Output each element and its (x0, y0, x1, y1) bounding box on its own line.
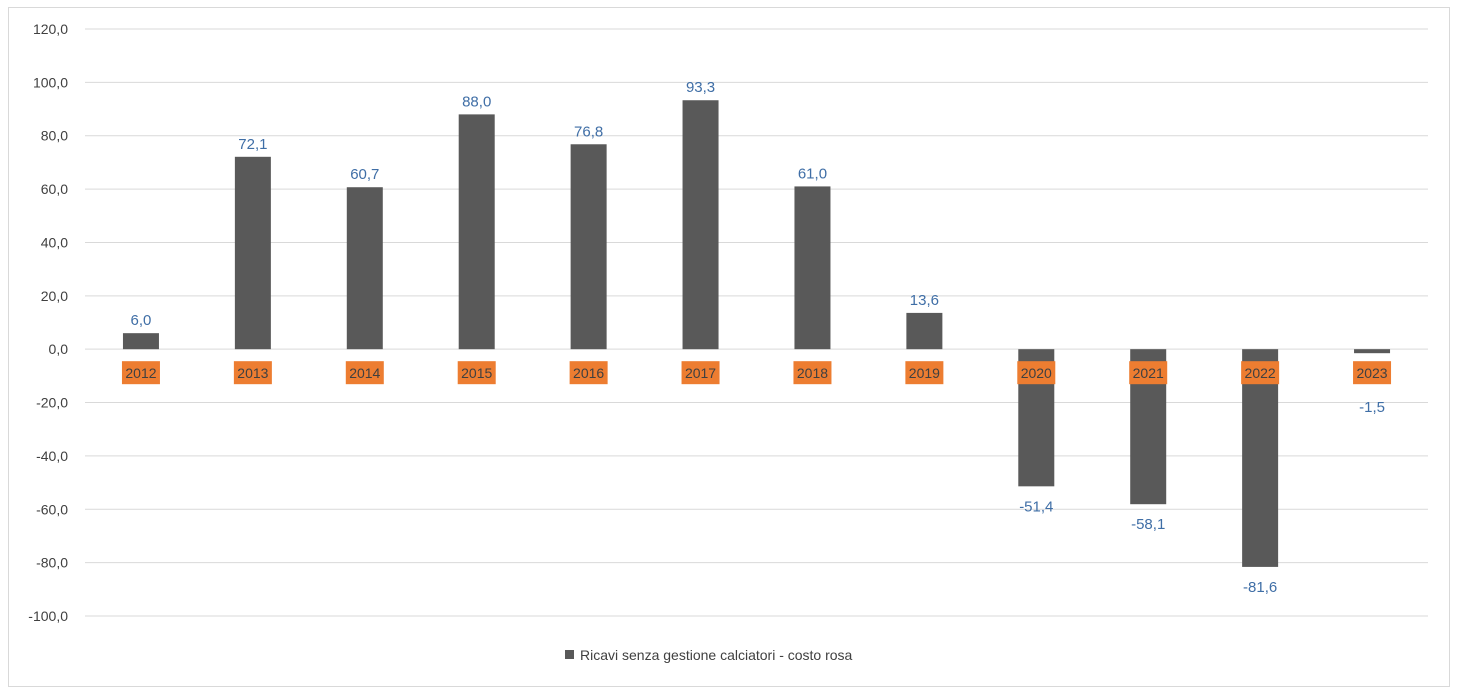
category-label-bg (1353, 361, 1392, 385)
y-tick-label: -60,0 (36, 501, 68, 517)
y-tick-label: -100,0 (28, 608, 68, 624)
category-label-bg (905, 361, 944, 385)
category-label: 2016 (573, 365, 604, 381)
y-tick-label: 120,0 (33, 21, 68, 37)
data-label: -81,6 (1243, 579, 1277, 596)
category-label: 2021 (1133, 365, 1164, 381)
category-label: 2020 (1021, 365, 1052, 381)
category-label: 2019 (909, 365, 940, 381)
category-label-bg (457, 361, 496, 385)
y-tick-label: 0,0 (49, 341, 69, 357)
data-label: 93,3 (686, 79, 715, 96)
data-label: -51,4 (1019, 498, 1053, 515)
category-label: 2015 (461, 365, 492, 381)
y-tick-label: 100,0 (33, 74, 68, 90)
data-label: 88,0 (462, 93, 491, 110)
category-label-bg (345, 361, 384, 385)
bar (234, 156, 271, 350)
bar (794, 186, 831, 350)
category-label: 2023 (1356, 365, 1387, 381)
bar (1354, 349, 1391, 354)
y-axis-ticks: 120,0 100,0 80,0 60,0 40,0 20,0 0,0 -20,0 -40,0 -… (28, 21, 68, 624)
category-label: 2017 (685, 365, 716, 381)
category-label-bg (233, 361, 272, 385)
bar (906, 312, 943, 350)
data-label: -1,5 (1359, 399, 1385, 416)
y-tick-label: 80,0 (41, 128, 68, 144)
y-tick-label: 40,0 (41, 234, 68, 250)
bar (682, 100, 719, 350)
category-label: 2014 (349, 365, 380, 381)
data-label: 13,6 (910, 292, 939, 309)
y-tick-label: 20,0 (41, 288, 68, 304)
bar (1242, 349, 1279, 567)
bar (570, 144, 607, 350)
category-label-bg (681, 361, 720, 385)
category-label: 2018 (797, 365, 828, 381)
data-label: 61,0 (798, 165, 827, 182)
y-tick-label: -40,0 (36, 448, 68, 464)
y-tick-label: -20,0 (36, 395, 68, 411)
bar (122, 333, 159, 350)
legend: Ricavi senza gestione calciatori - costo… (565, 647, 853, 663)
data-label: 76,8 (574, 123, 603, 140)
category-label: 2022 (1245, 365, 1276, 381)
data-labels: 6,0 72,1 60,7 88,0 76,8 93,3 61,0 13,6 -51,4 -58,… (131, 79, 1385, 596)
category-label-bg (1017, 361, 1056, 385)
bar (458, 114, 495, 350)
data-label: 6,0 (131, 312, 152, 329)
legend-swatch (565, 650, 574, 659)
category-label-bg (1129, 361, 1168, 385)
bar (346, 187, 383, 350)
data-label: -58,1 (1131, 516, 1165, 533)
legend-label: Ricavi senza gestione calciatori - costo… (580, 647, 853, 663)
grid-lines (85, 28, 1428, 617)
y-tick-label: -80,0 (36, 555, 68, 571)
data-label: 72,1 (238, 136, 267, 153)
category-label-bg (1241, 361, 1280, 385)
category-labels: 2012 2013 2014 2015 2016 2017 2018 2019 2020 2021… (121, 361, 1392, 385)
y-tick-label: 60,0 (41, 181, 68, 197)
category-label: 2013 (237, 365, 268, 381)
category-label-bg (793, 361, 832, 385)
category-label: 2012 (125, 365, 156, 381)
category-label-bg (569, 361, 608, 385)
category-label-bg (121, 361, 160, 385)
bars (122, 100, 1391, 567)
data-label: 60,7 (350, 166, 379, 183)
